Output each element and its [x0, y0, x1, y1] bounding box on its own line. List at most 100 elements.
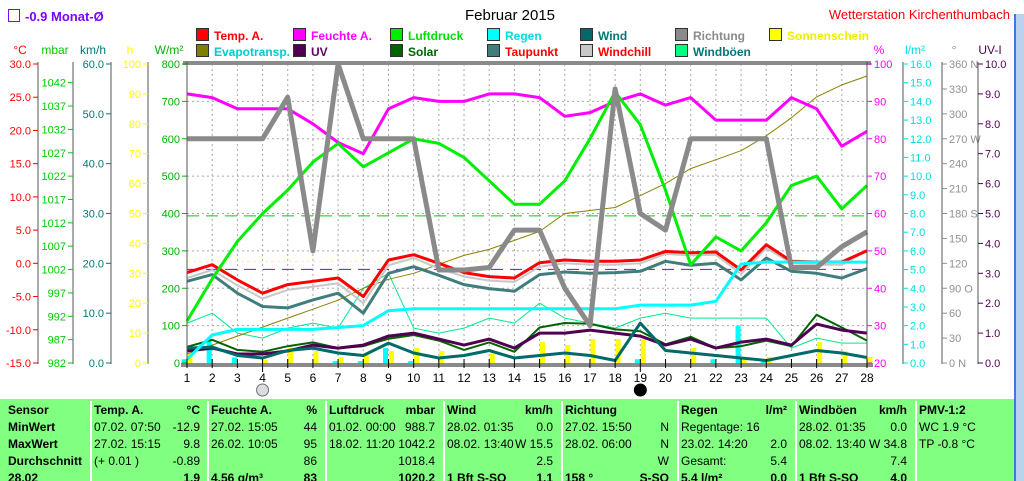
cell-label: 27.02. 15:05	[211, 420, 278, 434]
axis-tick-label: 0	[135, 358, 141, 370]
axis-tick-label: 100	[874, 59, 892, 71]
month-average-label: -0.9 Monat-Ø	[8, 9, 104, 24]
axis-tick-label: -5.0	[12, 292, 31, 304]
axis-tick-label: 12.0	[910, 134, 931, 146]
legend-item-taupunkt[interactable]: Taupunkt	[487, 44, 558, 59]
day-label: 9	[385, 371, 392, 385]
axis-tick-label: 3.0	[985, 268, 1000, 280]
legend-item-windchill[interactable]: Windchill	[580, 44, 651, 59]
row-label: MaxWert	[8, 437, 58, 451]
axis-tick-label: 60.0	[83, 59, 104, 71]
table-cell: 01.02. 00:00 988.7	[329, 419, 435, 436]
axis-tick-label: 2.0	[985, 298, 1000, 310]
row-label: Sensor	[8, 403, 49, 417]
axis-tick-label: 992	[48, 311, 66, 323]
day-label: 17	[583, 371, 597, 385]
axis-tick-label: 1037	[42, 101, 66, 113]
table-cell: W	[565, 453, 669, 470]
axis-tick-label: 50.0	[83, 109, 104, 121]
window-scrollbar[interactable]	[1014, 14, 1024, 481]
table-col-regen: Regen l/m² Regentage: 16 23.02. 14:20 2.0 Ges…	[681, 399, 787, 481]
axis-unit-mbar: mbar	[41, 43, 68, 57]
col-name: Regen	[681, 403, 718, 417]
day-label: 20	[659, 371, 673, 385]
legend-item-uv[interactable]: UV	[293, 44, 328, 59]
table-cell: 18.02. 11:20 1042.2	[329, 436, 435, 453]
station-name: Wetterstation Kirchenthumbach	[828, 7, 1010, 22]
legend-item-regen[interactable]: Regen	[487, 28, 542, 43]
axis-tick-label: 997	[48, 288, 66, 300]
axis-unit-km-h: km/h	[80, 43, 106, 57]
axis-tick-label: 10	[129, 328, 141, 340]
axis-tick-label: 1027	[42, 148, 66, 160]
cell-value: 44	[303, 420, 317, 434]
legend-item-temp-a[interactable]: Temp. A.	[196, 28, 263, 43]
table-cell: 1020.2	[329, 470, 435, 481]
axis-tick-label: 1012	[42, 218, 66, 230]
table-cell: 23.02. 14:20 2.0	[681, 436, 787, 453]
cell-label: Gesamt:	[681, 454, 727, 468]
series-richtung	[187, 61, 869, 329]
table-cell: 86	[211, 453, 317, 470]
legend-swatch-richtung	[675, 28, 688, 41]
legend-item-richtung[interactable]: Richtung	[675, 28, 745, 43]
cell-label: 28.02. 06:00	[565, 437, 632, 451]
cell-value: 1018.4	[398, 454, 435, 468]
axis-tick-label: 40.0	[83, 159, 104, 171]
axis-tick-label: 330	[949, 84, 967, 96]
table-cell: 07.02. 07:50 -12.9	[94, 419, 200, 436]
axis-tick-label: 40	[129, 238, 141, 250]
series-regen-tag-bar	[634, 359, 640, 363]
legend-swatch-evapotransp	[196, 44, 209, 57]
legend-item-evapotransp[interactable]: Evapotransp.	[196, 44, 290, 59]
axis-tick-label: 70	[129, 149, 141, 161]
series-sonnenschein-bar	[867, 357, 873, 363]
axis-tick-label: 50	[129, 209, 141, 221]
series-sonnenschein-bar	[414, 348, 420, 363]
day-label: 14	[508, 371, 522, 385]
row-label: Durchschnitt	[8, 454, 83, 468]
statistics-table: Sensor MinWert MaxWert Durchschnitt 28.02 Tem…	[0, 399, 1014, 481]
table-col-header: Windböen km/h	[799, 399, 907, 419]
axis-tick-label: 30	[129, 268, 141, 280]
axis-tick-label: 1002	[42, 265, 66, 277]
legend-item-wind[interactable]: Wind	[580, 28, 627, 43]
cell-value: 2.0	[770, 437, 787, 451]
cell-label: 07.02. 07:50	[94, 420, 161, 434]
axis-tick-label: 90	[874, 96, 886, 108]
axis-unit-h: h	[127, 43, 134, 57]
axis-tick-label: 40	[874, 283, 886, 295]
month-average-text: -0.9 Monat-Ø	[25, 9, 104, 24]
cell-label: 27.02. 15:50	[565, 420, 632, 434]
legend-item-luftdruck[interactable]: Luftdruck	[390, 28, 463, 43]
legend-item-sonnenschein[interactable]: Sonnenschein	[769, 28, 869, 43]
axis-tick-label: 400	[162, 209, 180, 221]
cell-value: N	[660, 437, 669, 451]
plot-top-border	[183, 61, 871, 65]
legend-label: Sonnenschein	[787, 29, 870, 43]
axis-tick-label: 5.0	[16, 225, 31, 237]
day-label: 22	[709, 371, 723, 385]
cell-value: 2.5	[536, 454, 553, 468]
table-col-header: PMV-1:2	[919, 399, 1009, 419]
table-cell: 28.02. 01:35 0.0	[447, 419, 553, 436]
legend-swatch-temp-a	[196, 28, 209, 41]
axis-unit-uv-i: UV-I	[978, 43, 1001, 57]
day-label: 21	[684, 371, 698, 385]
series-solar	[186, 313, 868, 353]
axis-tick-label: 20.0	[83, 258, 104, 270]
axis-tick-label: 0.0	[985, 358, 1000, 370]
table-col-header: Regen l/m²	[681, 399, 787, 419]
legend-item-windb-en[interactable]: Windböen	[675, 44, 751, 59]
col-unit: mbar	[405, 403, 435, 417]
legend-item-feuchte-a[interactable]: Feuchte A.	[293, 28, 372, 43]
legend-swatch-sonnenschein	[769, 28, 782, 41]
cell-label: 4.56 g/m³	[211, 471, 264, 481]
axis-tick-label: 90	[129, 89, 141, 101]
series-sonnenschein-bar	[817, 342, 823, 363]
legend-item-solar[interactable]: Solar	[390, 44, 438, 59]
series-wind	[186, 321, 868, 362]
series-taupunkt	[186, 256, 868, 315]
axis-tick-label: 3.0	[910, 302, 925, 314]
